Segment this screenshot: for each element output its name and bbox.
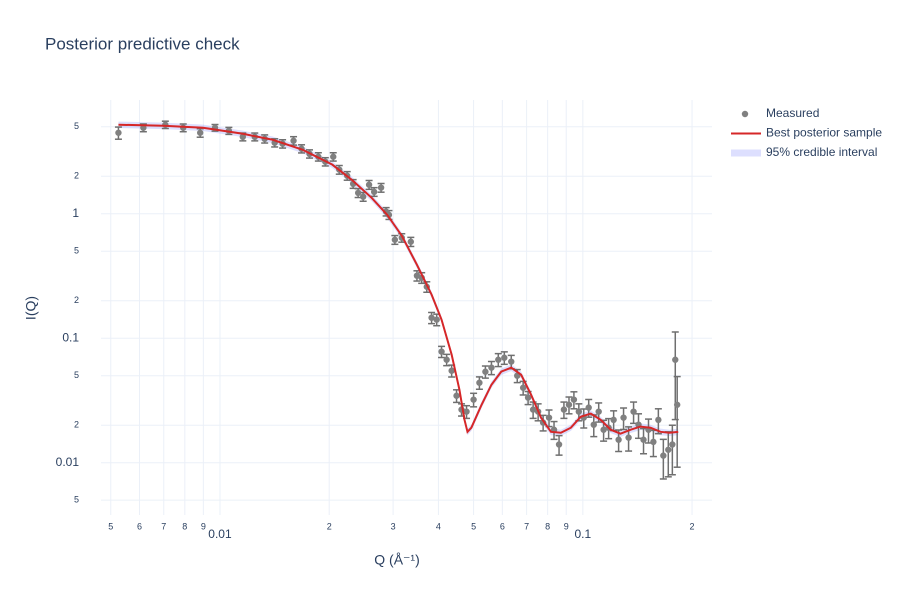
- data-point: [570, 396, 578, 403]
- data-point: [476, 379, 483, 386]
- data-point: [239, 133, 247, 141]
- x-tick-label: 8: [182, 521, 187, 531]
- data-point: [370, 188, 378, 196]
- y-tick-label: 5: [74, 370, 79, 380]
- x-tick-label: 9: [564, 521, 569, 531]
- credible-band: [118, 121, 679, 437]
- grid: [101, 100, 712, 515]
- legend-label: 95% credible interval: [766, 145, 877, 159]
- x-tick-label: 8: [545, 521, 550, 531]
- data-point: [470, 396, 477, 403]
- y-tick-label: 5: [74, 121, 79, 131]
- data-point: [495, 356, 502, 363]
- x-tick-label: 6: [137, 521, 142, 531]
- data-point: [488, 364, 495, 371]
- x-tick-label: 2: [327, 521, 332, 531]
- data-point: [407, 238, 415, 245]
- data-point: [438, 348, 445, 355]
- x-tick-label: 2: [690, 521, 695, 531]
- data-point: [620, 414, 627, 421]
- data-point: [630, 408, 637, 415]
- data-point: [428, 314, 435, 321]
- y-tick-label: 5: [74, 495, 79, 505]
- x-axis-label: Q (Å⁻¹): [374, 552, 420, 568]
- data-point: [555, 441, 563, 448]
- data-point: [354, 189, 362, 197]
- data-point: [650, 438, 657, 446]
- data-point: [545, 414, 553, 421]
- data-point: [529, 406, 537, 413]
- data-point: [590, 421, 597, 428]
- data-point: [640, 436, 647, 443]
- y-tick-label: 0.01: [56, 455, 80, 469]
- data-point: [585, 404, 592, 411]
- data-point: [672, 356, 679, 363]
- x-tick-label: 0.1: [574, 527, 591, 541]
- error-bar: [673, 375, 681, 468]
- posterior-line: [118, 123, 679, 435]
- data-point: [610, 416, 617, 424]
- data-point: [196, 129, 204, 136]
- data-point: [655, 416, 662, 424]
- error-bar: [668, 424, 676, 476]
- data-point: [669, 441, 676, 448]
- data-point: [453, 392, 460, 399]
- legend-marker: [731, 149, 761, 157]
- data-point: [508, 358, 515, 365]
- x-tick-label: 4: [436, 521, 441, 531]
- data-point: [448, 367, 455, 374]
- chart-title: Posterior predictive check: [45, 34, 240, 53]
- data-point: [330, 153, 337, 160]
- data-point: [377, 184, 385, 191]
- data-point: [115, 129, 122, 136]
- data-point: [433, 316, 440, 323]
- x-tick-label: 5: [108, 521, 113, 531]
- data-point: [482, 368, 489, 375]
- x-tick-label: 6: [500, 521, 505, 531]
- y-tick-label: 2: [74, 420, 79, 430]
- y-tick-label: 0.1: [62, 330, 79, 344]
- y-tick-label: 5: [74, 246, 79, 256]
- y-tick-label: 2: [74, 171, 79, 181]
- y-tick-label: 2: [74, 295, 79, 305]
- data-point: [501, 354, 508, 361]
- data-point: [565, 401, 573, 408]
- legend-marker: [741, 110, 749, 118]
- data-point: [524, 394, 532, 401]
- x-tick-label: 9: [201, 521, 206, 531]
- data-point: [673, 401, 681, 408]
- x-tick-label: 5: [471, 521, 476, 531]
- data-point: [595, 408, 602, 415]
- data-point: [625, 434, 632, 441]
- x-tick-label: 7: [161, 521, 166, 531]
- data-point: [600, 426, 607, 433]
- data-point: [665, 446, 672, 453]
- x-tick-label: 0.01: [208, 527, 232, 541]
- data-point: [365, 181, 373, 188]
- data-point: [290, 137, 297, 144]
- data-point: [560, 406, 568, 413]
- data-point: [615, 436, 622, 443]
- data-point: [660, 452, 667, 459]
- legend-label: Measured: [766, 106, 819, 120]
- data-point: [575, 408, 583, 415]
- plot-area: [114, 120, 681, 480]
- legend-label: Best posterior sample: [766, 126, 882, 140]
- x-tick-label: 7: [524, 521, 529, 531]
- data-point: [391, 236, 399, 243]
- y-axis-label: I(Q): [23, 296, 39, 320]
- data-point: [463, 408, 470, 415]
- legend: Measured Best posterior sample 95% credibl…: [731, 106, 882, 159]
- data-point: [519, 384, 527, 391]
- y-tick-label: 1: [72, 206, 79, 220]
- x-tick-label: 3: [391, 521, 396, 531]
- data-point: [359, 193, 367, 200]
- data-point: [443, 356, 450, 363]
- error-bar: [659, 438, 667, 480]
